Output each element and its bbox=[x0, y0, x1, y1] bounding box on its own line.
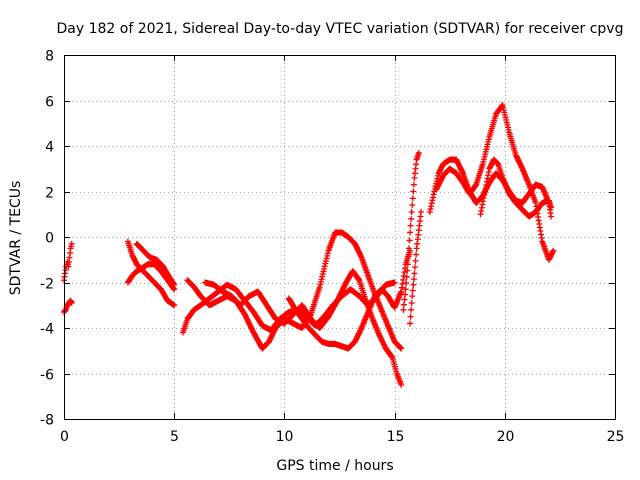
data-point bbox=[412, 257, 419, 264]
data-point bbox=[548, 213, 555, 220]
data-point bbox=[171, 302, 178, 309]
series-arc-n bbox=[477, 156, 555, 220]
data-point bbox=[391, 279, 398, 286]
data-point bbox=[409, 195, 416, 202]
data-point bbox=[410, 281, 417, 288]
series-arc-e bbox=[133, 240, 178, 288]
y-tick-label: 4 bbox=[45, 140, 54, 156]
series-arc-k bbox=[407, 208, 425, 327]
data-point bbox=[407, 313, 414, 320]
data-point bbox=[548, 204, 555, 211]
x-tick-label: 25 bbox=[607, 429, 625, 445]
data-point bbox=[407, 222, 414, 229]
data-point bbox=[405, 253, 412, 260]
series-arc-c bbox=[124, 238, 178, 309]
data-point bbox=[410, 181, 417, 188]
x-tick-label: 0 bbox=[60, 429, 69, 445]
data-point bbox=[410, 276, 417, 283]
series-arc-b bbox=[61, 297, 75, 316]
data-point bbox=[402, 286, 409, 293]
data-point bbox=[171, 281, 178, 288]
data-point bbox=[415, 149, 422, 156]
data-point bbox=[68, 299, 75, 306]
series-arc-j bbox=[400, 149, 422, 313]
y-tick-label: 0 bbox=[45, 231, 54, 247]
data-point bbox=[413, 251, 420, 258]
data-point bbox=[400, 306, 407, 313]
data-point bbox=[407, 320, 414, 327]
y-tick-label: 2 bbox=[45, 186, 54, 202]
data-point bbox=[404, 261, 411, 268]
data-point bbox=[398, 345, 405, 352]
x-tick-label: 5 bbox=[170, 429, 179, 445]
data-point bbox=[402, 291, 409, 298]
chart-title: Day 182 of 2021, Sidereal Day-to-day VTE… bbox=[57, 21, 624, 37]
x-axis-label: GPS time / hours bbox=[276, 458, 393, 474]
data-point bbox=[409, 293, 416, 300]
y-tick-label: -4 bbox=[40, 322, 54, 338]
data-point bbox=[407, 229, 414, 236]
data-point bbox=[409, 287, 416, 294]
data-point bbox=[411, 264, 418, 271]
data-point bbox=[408, 215, 415, 222]
grid bbox=[64, 55, 615, 419]
data-point bbox=[405, 245, 412, 252]
data-point bbox=[404, 267, 411, 274]
data-point bbox=[398, 381, 405, 388]
data-point bbox=[403, 273, 410, 280]
x-tick-label: 10 bbox=[276, 429, 294, 445]
data-point bbox=[68, 240, 75, 247]
data-point bbox=[410, 188, 417, 195]
y-tick-label: -8 bbox=[40, 413, 54, 429]
data-point bbox=[401, 296, 408, 303]
data-points bbox=[61, 102, 557, 388]
y-tick-label: 6 bbox=[45, 95, 54, 111]
data-point bbox=[406, 237, 413, 244]
data-point bbox=[408, 299, 415, 306]
data-point bbox=[408, 208, 415, 215]
y-tick-label: -2 bbox=[40, 277, 54, 293]
series-arc-i bbox=[285, 247, 414, 352]
ticks: 0 5 10 15 20 25 -8 -6 -4 -2 0 2 4 6 8 bbox=[40, 49, 624, 446]
data-point bbox=[409, 202, 416, 209]
data-point bbox=[411, 270, 418, 277]
series-arc-a bbox=[61, 240, 75, 284]
data-point bbox=[403, 280, 410, 287]
x-tick-label: 20 bbox=[497, 429, 515, 445]
data-point bbox=[408, 306, 415, 313]
x-tick-label: 15 bbox=[387, 429, 405, 445]
series-arc-m bbox=[433, 102, 557, 263]
y-tick-label: 8 bbox=[45, 49, 54, 65]
data-point bbox=[400, 301, 407, 308]
y-axis-label: SDTVAR / TECUs bbox=[8, 181, 24, 296]
data-point bbox=[550, 247, 557, 254]
series-arc-h bbox=[202, 268, 405, 388]
data-point bbox=[418, 208, 425, 215]
y-tick-label: -6 bbox=[40, 368, 54, 384]
